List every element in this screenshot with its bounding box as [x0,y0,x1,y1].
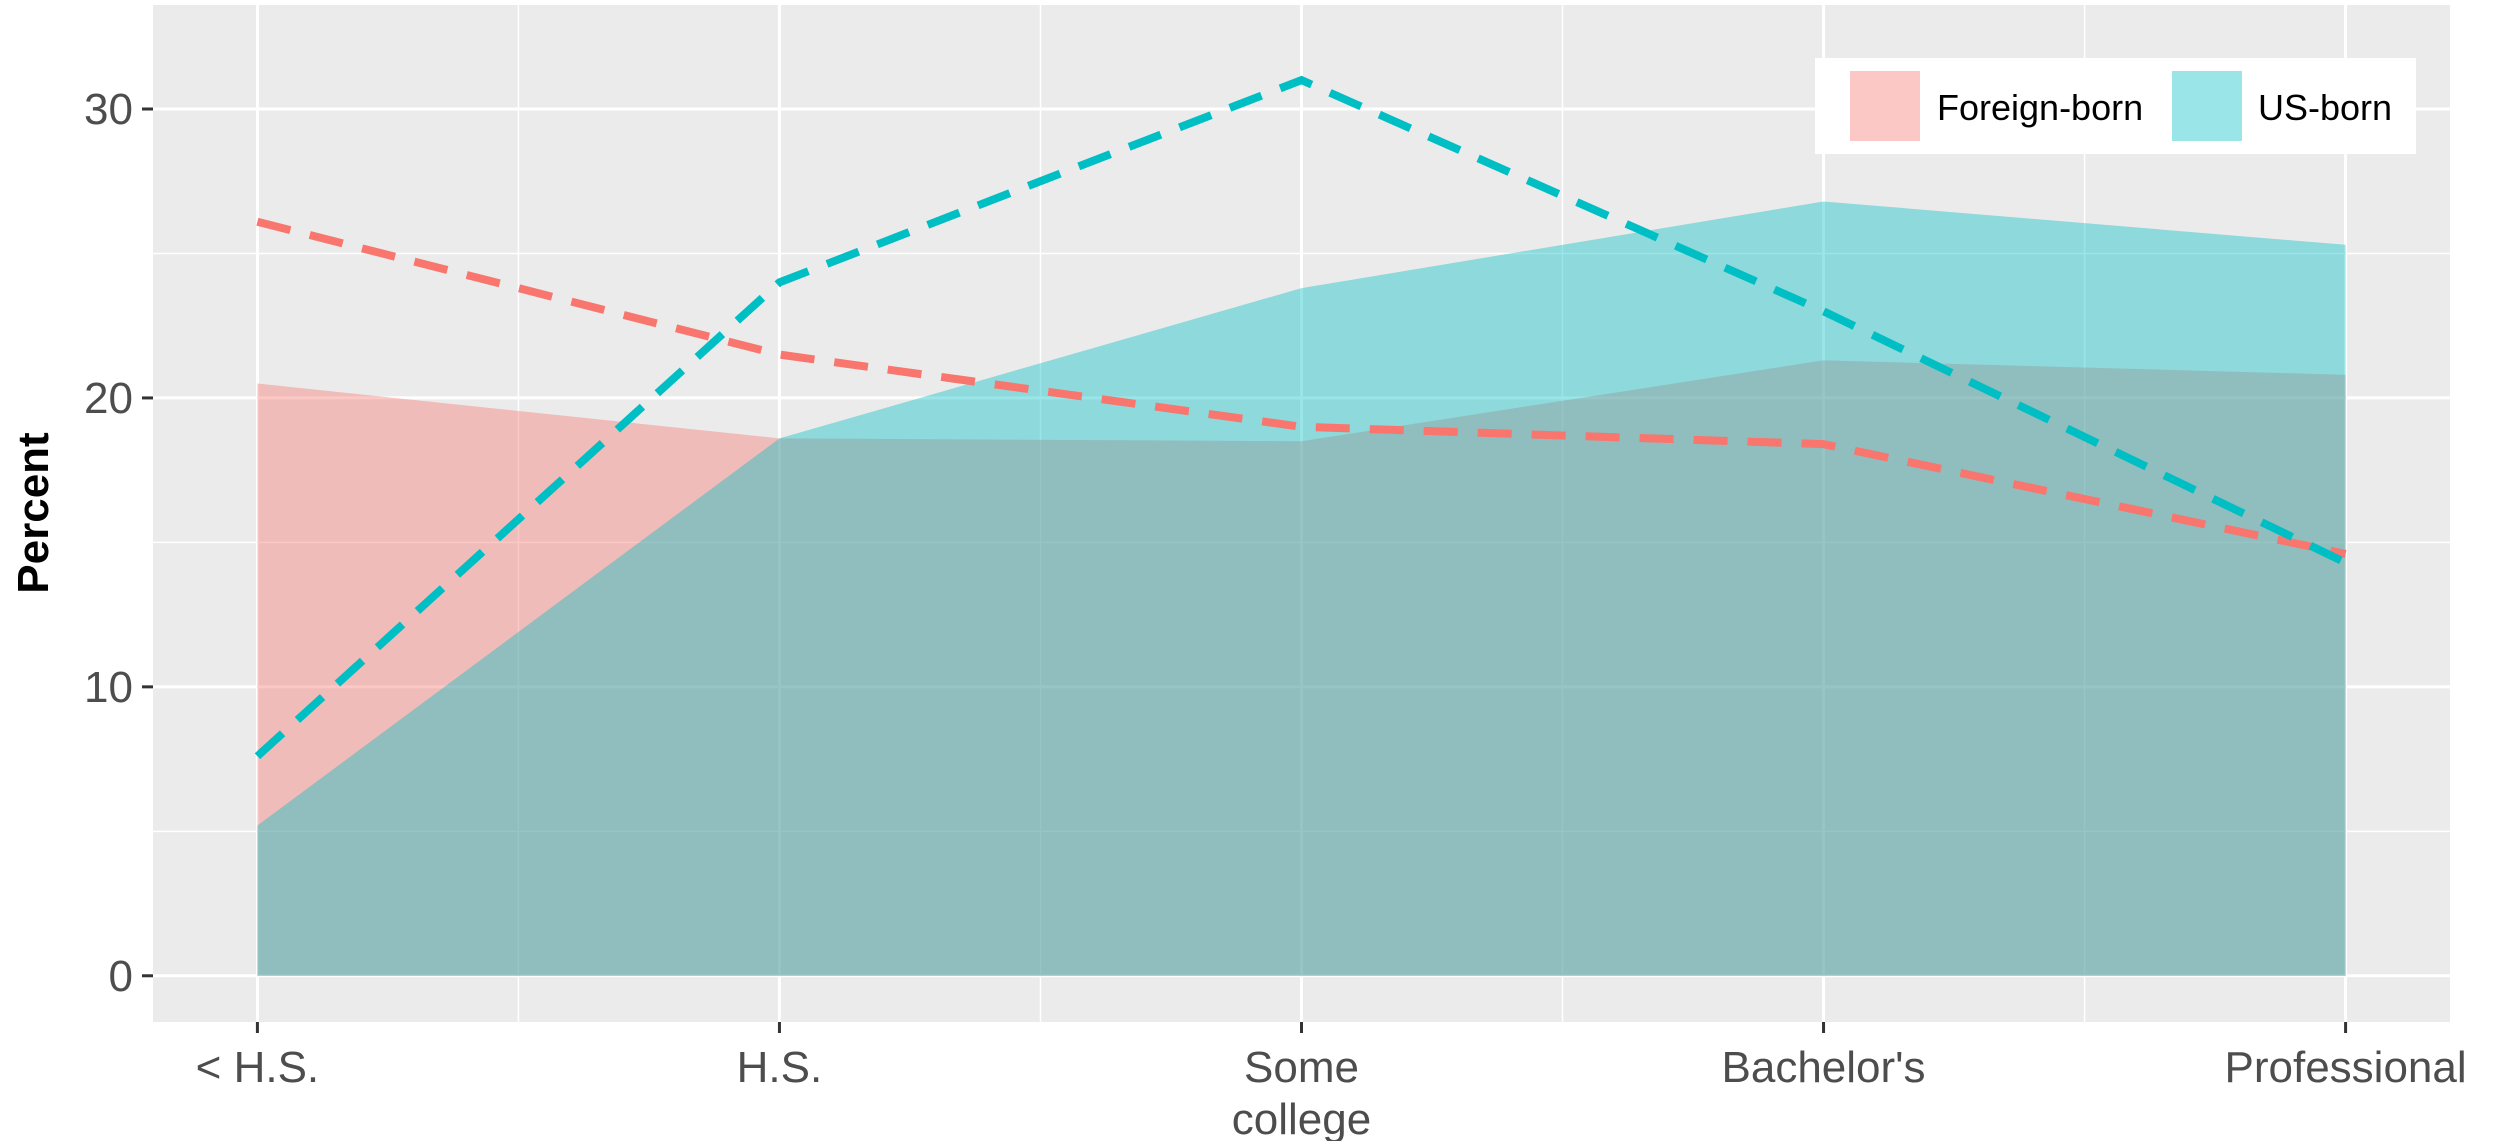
legend-key-foreign-born [1850,71,1920,141]
x-tick-label: < H.S. [196,1043,320,1092]
x-tick-label: Professional [2225,1043,2467,1092]
y-tick-label: 10 [84,663,133,712]
dashed-line-us-born [254,75,2348,760]
y-axis-title: Percent [9,432,58,594]
x-tick-label: Some [1244,1043,1359,1092]
legend-box [1815,58,2416,154]
legend-key-us-born [2172,71,2242,141]
legend-label-foreign-born: Foreign-born [1937,87,2143,128]
legend: Foreign-born US-born [1815,58,2416,154]
y-tick-label: 20 [84,374,133,423]
y-tick-label: 0 [109,952,133,1001]
y-tick-label: 30 [84,85,133,134]
area-us-born [257,201,2346,976]
y-axis: 0 10 20 30 [84,85,153,1001]
x-tick-label: college [1232,1095,1371,1141]
x-tick-label: Bachelor's [1722,1043,1926,1092]
x-tick-label: H.S. [737,1043,823,1092]
area-foreign-born [257,360,2346,976]
line-layer [254,75,2348,760]
area-layer [257,201,2346,976]
legend-label-us-born: US-born [2258,87,2392,128]
